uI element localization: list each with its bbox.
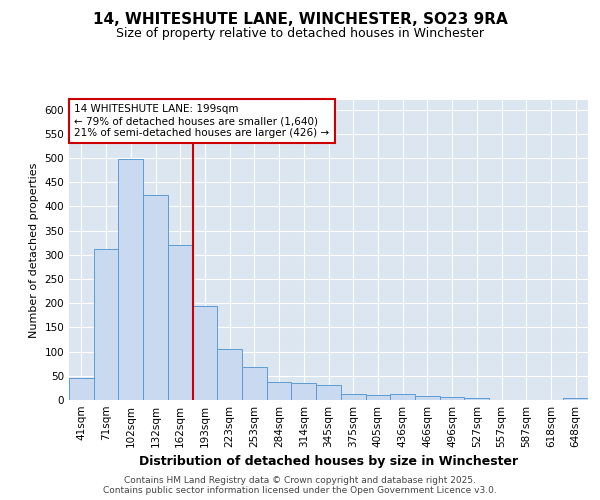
X-axis label: Distribution of detached houses by size in Winchester: Distribution of detached houses by size … — [139, 456, 518, 468]
Text: Contains HM Land Registry data © Crown copyright and database right 2025.
Contai: Contains HM Land Registry data © Crown c… — [103, 476, 497, 495]
Bar — [316, 386, 341, 400]
Bar — [94, 248, 118, 400]
Bar — [242, 367, 267, 400]
Bar — [464, 398, 489, 400]
Text: 14, WHITESHUTE LANE, WINCHESTER, SO23 9RA: 14, WHITESHUTE LANE, WINCHESTER, SO23 9R… — [92, 12, 508, 28]
Text: 14 WHITESHUTE LANE: 199sqm
← 79% of detached houses are smaller (1,640)
21% of s: 14 WHITESHUTE LANE: 199sqm ← 79% of deta… — [74, 104, 329, 138]
Bar — [118, 159, 143, 400]
Bar — [341, 394, 365, 400]
Bar — [415, 396, 440, 400]
Y-axis label: Number of detached properties: Number of detached properties — [29, 162, 39, 338]
Text: Size of property relative to detached houses in Winchester: Size of property relative to detached ho… — [116, 28, 484, 40]
Bar — [292, 383, 316, 400]
Bar — [440, 397, 464, 400]
Bar — [69, 378, 94, 400]
Bar — [390, 394, 415, 400]
Bar — [143, 196, 168, 400]
Bar — [217, 349, 242, 400]
Bar — [193, 306, 217, 400]
Bar — [168, 245, 193, 400]
Bar — [365, 394, 390, 400]
Bar — [563, 398, 588, 400]
Bar — [267, 382, 292, 400]
